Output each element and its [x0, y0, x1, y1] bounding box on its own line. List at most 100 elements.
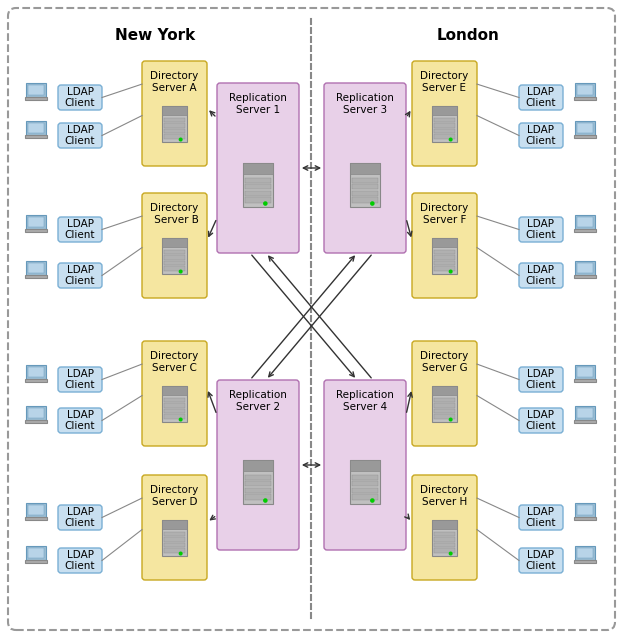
Bar — [28, 547, 44, 558]
Bar — [575, 546, 595, 560]
Bar — [432, 237, 457, 247]
Text: LDAP
Client: LDAP Client — [526, 87, 556, 108]
Circle shape — [449, 553, 452, 555]
Text: LDAP
Client: LDAP Client — [526, 369, 556, 390]
Bar — [434, 531, 455, 536]
Bar — [164, 537, 185, 542]
Bar — [162, 237, 187, 247]
Text: Directory
Server A: Directory Server A — [150, 71, 199, 93]
Text: Directory
Server H: Directory Server H — [421, 485, 468, 507]
Bar — [25, 228, 47, 232]
Bar — [245, 184, 270, 189]
FancyBboxPatch shape — [519, 85, 563, 110]
Bar — [28, 408, 44, 418]
Bar — [434, 543, 455, 547]
Bar — [575, 365, 595, 378]
Bar — [575, 261, 595, 274]
Text: LDAP
Client: LDAP Client — [65, 507, 95, 528]
Bar — [353, 481, 378, 486]
Text: Directory
Server E: Directory Server E — [421, 71, 468, 93]
Bar — [164, 409, 185, 413]
FancyBboxPatch shape — [324, 83, 406, 253]
Bar — [432, 105, 457, 142]
Bar — [245, 475, 270, 480]
Bar — [577, 262, 593, 273]
Bar — [164, 129, 185, 133]
Bar — [162, 385, 187, 422]
Bar — [162, 519, 187, 556]
FancyBboxPatch shape — [58, 123, 102, 148]
Bar — [162, 385, 187, 395]
Bar — [434, 261, 455, 265]
Text: Directory
Server G: Directory Server G — [421, 351, 468, 373]
Bar — [162, 519, 187, 529]
Bar — [353, 197, 378, 203]
Bar — [432, 237, 457, 274]
FancyBboxPatch shape — [519, 408, 563, 433]
Bar — [25, 420, 47, 422]
Circle shape — [371, 202, 374, 205]
Text: LDAP
Client: LDAP Client — [526, 124, 556, 146]
FancyBboxPatch shape — [142, 341, 207, 446]
FancyBboxPatch shape — [412, 475, 477, 580]
Bar — [574, 420, 596, 422]
Bar — [577, 408, 593, 418]
Bar — [245, 177, 270, 183]
Text: LDAP
Client: LDAP Client — [65, 219, 95, 241]
Bar — [353, 184, 378, 189]
Text: LDAP
Client: LDAP Client — [526, 410, 556, 431]
Bar — [350, 163, 379, 174]
Bar — [577, 84, 593, 95]
Bar — [574, 135, 596, 138]
FancyBboxPatch shape — [519, 367, 563, 392]
Text: LDAP
Client: LDAP Client — [526, 265, 556, 286]
Text: New York: New York — [115, 28, 195, 43]
Bar — [434, 403, 455, 408]
Bar — [574, 228, 596, 232]
FancyBboxPatch shape — [142, 475, 207, 580]
Bar — [164, 397, 185, 402]
Bar — [574, 274, 596, 278]
Bar — [432, 385, 457, 422]
FancyBboxPatch shape — [519, 505, 563, 530]
Circle shape — [371, 499, 374, 502]
Bar — [162, 105, 187, 142]
Bar — [25, 560, 47, 563]
Bar — [575, 83, 595, 96]
Text: London: London — [437, 28, 500, 43]
Bar — [353, 191, 378, 196]
Bar — [26, 215, 45, 228]
Bar — [164, 266, 185, 271]
FancyBboxPatch shape — [412, 193, 477, 298]
FancyBboxPatch shape — [412, 341, 477, 446]
Circle shape — [264, 499, 267, 502]
FancyBboxPatch shape — [519, 548, 563, 573]
Bar — [350, 460, 379, 471]
Bar — [574, 96, 596, 100]
Text: LDAP
Client: LDAP Client — [526, 550, 556, 571]
FancyBboxPatch shape — [58, 85, 102, 110]
Bar — [26, 546, 45, 560]
Bar — [434, 397, 455, 402]
FancyBboxPatch shape — [58, 505, 102, 530]
Bar — [25, 96, 47, 100]
Text: Replication
Server 3: Replication Server 3 — [336, 93, 394, 115]
Circle shape — [179, 271, 182, 273]
Bar — [162, 237, 187, 274]
Bar — [25, 517, 47, 519]
Circle shape — [449, 418, 452, 421]
Text: Directory
Server C: Directory Server C — [150, 351, 199, 373]
Bar — [577, 122, 593, 133]
Bar — [28, 122, 44, 133]
Text: LDAP
Client: LDAP Client — [65, 369, 95, 390]
Bar — [164, 249, 185, 254]
Bar — [353, 494, 378, 500]
Bar — [164, 135, 185, 139]
Bar — [28, 505, 44, 515]
Bar — [434, 537, 455, 542]
Bar — [164, 403, 185, 408]
Bar — [350, 460, 379, 504]
Bar — [26, 83, 45, 96]
Bar — [244, 163, 273, 207]
Bar — [434, 409, 455, 413]
